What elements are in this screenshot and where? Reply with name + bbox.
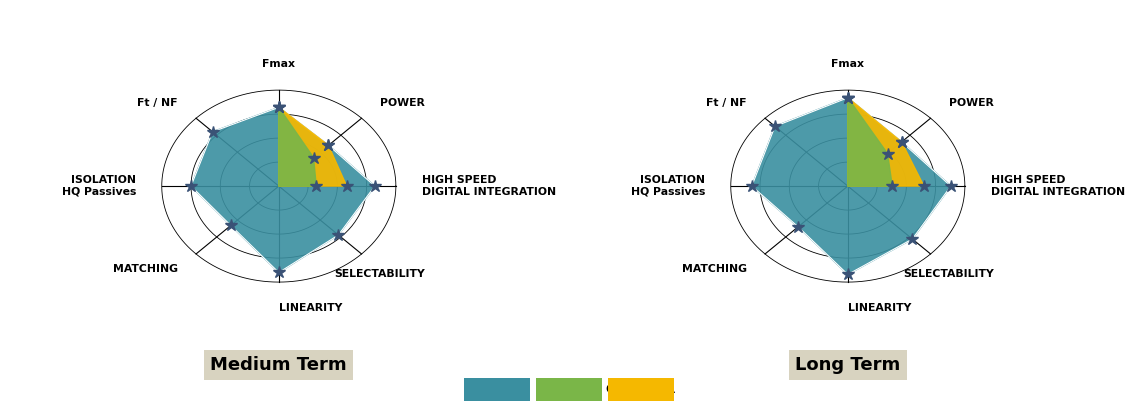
Text: POWER: POWER (380, 98, 424, 108)
Text: LINEARITY: LINEARITY (279, 303, 343, 313)
Polygon shape (279, 108, 347, 186)
Text: LINEARITY: LINEARITY (848, 303, 912, 313)
Text: OUTDOOR: OUTDOOR (605, 383, 676, 396)
Text: D2D: D2D (483, 383, 512, 396)
Polygon shape (752, 98, 951, 274)
Text: HIGH SPEED
DIGITAL INTEGRATION: HIGH SPEED DIGITAL INTEGRATION (990, 175, 1124, 197)
Text: ISOLATION
HQ Passives: ISOLATION HQ Passives (61, 175, 137, 197)
Polygon shape (191, 108, 374, 272)
Text: Fmax: Fmax (832, 59, 864, 69)
Text: ISOLATION
HQ Passives: ISOLATION HQ Passives (630, 175, 706, 197)
Text: Fmax: Fmax (263, 59, 295, 69)
Text: POWER: POWER (949, 98, 993, 108)
Text: Long Term: Long Term (795, 356, 900, 374)
Polygon shape (848, 98, 892, 186)
Polygon shape (279, 108, 316, 186)
Text: Ft / NF: Ft / NF (707, 98, 747, 108)
Text: SELECTABILITY: SELECTABILITY (904, 269, 995, 279)
Text: INDOOR: INDOOR (541, 383, 597, 396)
Text: SELECTABILITY: SELECTABILITY (335, 269, 426, 279)
Polygon shape (848, 98, 924, 186)
Text: HIGH SPEED
DIGITAL INTEGRATION: HIGH SPEED DIGITAL INTEGRATION (421, 175, 555, 197)
Text: Medium Term: Medium Term (211, 356, 347, 374)
Text: MATCHING: MATCHING (113, 264, 178, 274)
Text: MATCHING: MATCHING (682, 264, 747, 274)
Text: Ft / NF: Ft / NF (138, 98, 178, 108)
